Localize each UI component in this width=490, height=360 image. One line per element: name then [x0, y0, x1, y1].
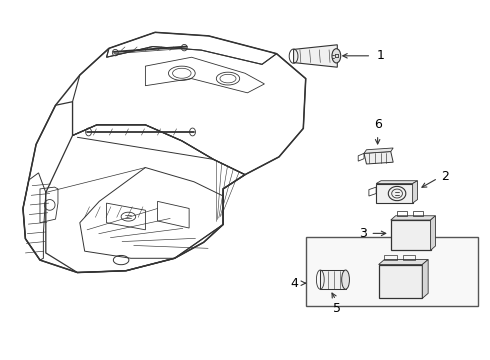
- Polygon shape: [320, 270, 345, 289]
- Ellipse shape: [332, 49, 341, 63]
- Text: 5: 5: [333, 302, 341, 315]
- Polygon shape: [391, 220, 431, 250]
- Polygon shape: [431, 216, 436, 250]
- Polygon shape: [379, 265, 422, 298]
- Text: 3: 3: [360, 227, 368, 240]
- Text: 4: 4: [291, 277, 298, 290]
- Polygon shape: [364, 152, 393, 164]
- Text: 1: 1: [376, 49, 384, 62]
- Polygon shape: [413, 181, 417, 203]
- Polygon shape: [379, 260, 428, 265]
- Polygon shape: [376, 184, 413, 203]
- Ellipse shape: [342, 270, 349, 289]
- Polygon shape: [364, 148, 393, 153]
- Polygon shape: [294, 45, 337, 67]
- Polygon shape: [391, 216, 436, 220]
- Polygon shape: [376, 181, 417, 184]
- Polygon shape: [422, 260, 428, 298]
- Text: 6: 6: [374, 118, 382, 131]
- Text: 2: 2: [441, 170, 449, 183]
- Bar: [306, 237, 478, 306]
